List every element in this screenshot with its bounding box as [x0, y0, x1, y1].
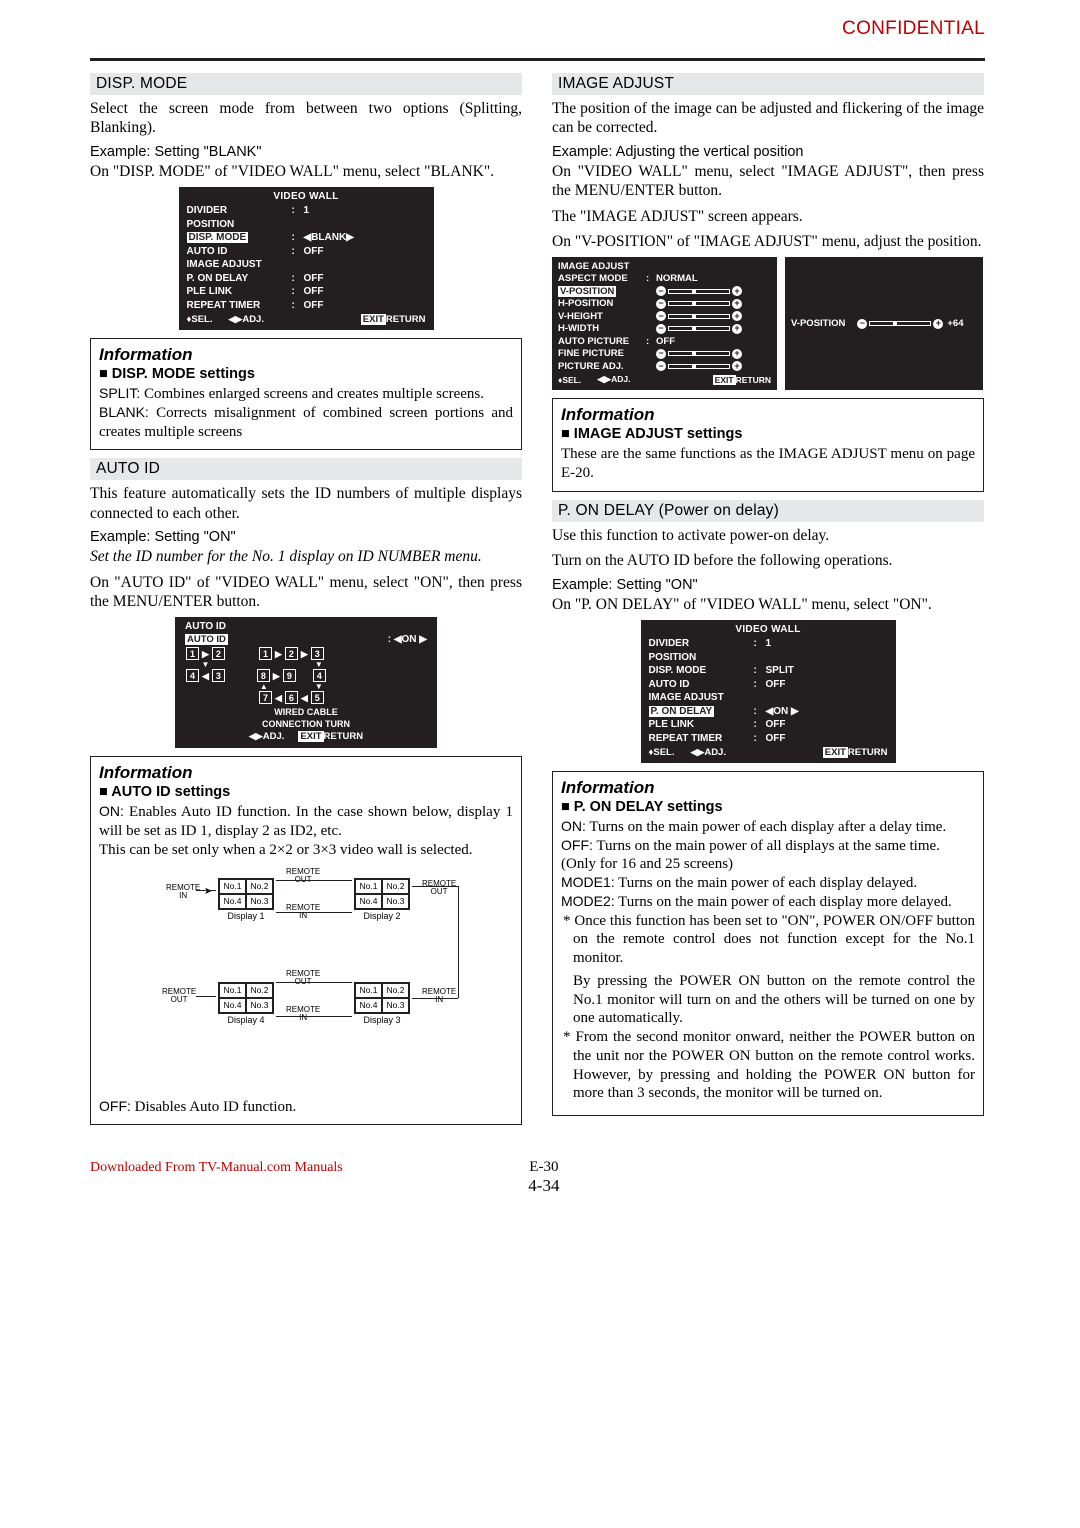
section-auto-id: AUTO ID: [90, 458, 522, 480]
section-disp-mode: DISP. MODE: [90, 73, 522, 95]
ia-body4: On "V-POSITION" of "IMAGE ADJUST" menu, …: [552, 232, 984, 251]
note1: * Once this function has been set to "ON…: [561, 912, 975, 968]
info-ia-text: These are the same functions as the IMAG…: [561, 445, 975, 483]
autoid-body2: On "AUTO ID" of "VIDEO WALL" menu, selec…: [90, 573, 522, 612]
ia-body3: The "IMAGE ADJUST" screen appears.: [552, 207, 984, 226]
page-numbers: E-30 4-34: [343, 1159, 745, 1196]
info-subtitle: DISP. MODE settings: [99, 366, 513, 382]
info-header: Information: [99, 763, 513, 783]
info-subtitle: P. ON DELAY settings: [561, 799, 975, 815]
disp-mode-example: Example: Setting "BLANK": [90, 144, 522, 160]
info-image-adjust: Information IMAGE ADJUST settings These …: [552, 398, 984, 492]
osd-sel: ♦SEL.: [187, 314, 213, 325]
osd-ia-title: IMAGE ADJUST: [558, 261, 771, 272]
ia-body1: The position of the image can be adjuste…: [552, 99, 984, 138]
info-subtitle: IMAGE ADJUST settings: [561, 426, 975, 442]
autoid-foot-adj: ◀▶ADJ.: [249, 731, 285, 742]
disp-mode-body2: On "DISP. MODE" of "VIDEO WALL" menu, se…: [90, 162, 522, 181]
info-disp-mode: Information DISP. MODE settings SPLIT: C…: [90, 338, 522, 450]
section-p-on-delay: P. ON DELAY (Power on delay): [552, 500, 984, 522]
osd-autoid-label: AUTO ID: [185, 634, 228, 645]
osd-video-wall-pon: VIDEO WALL DIVIDER:1POSITIONDISP. MODE:S…: [641, 620, 896, 763]
info-header: Information: [561, 405, 975, 425]
info-header: Information: [561, 778, 975, 798]
info-autoid-body2: This can be set only when a 2×2 or 3×3 v…: [99, 841, 513, 860]
info-header: Information: [99, 345, 513, 365]
top-rule: [90, 58, 985, 61]
confidential-label: CONFIDENTIAL: [842, 18, 985, 40]
wiring-diagram: No.1No.2No.4No.3 Display 1 REMOTEIN ➤ RE…: [126, 870, 486, 1090]
autoid-example: Example: Setting "ON": [90, 529, 522, 545]
pon-body2: Turn on the AUTO ID before the following…: [552, 551, 984, 570]
osd-autoid-val: ◀ON ▶: [394, 634, 427, 645]
info-only: (Only for 16 and 25 screens): [561, 855, 975, 874]
info-p-on-delay: Information P. ON DELAY settings ON: Tur…: [552, 771, 984, 1116]
info-subtitle: AUTO ID settings: [99, 784, 513, 800]
note2: * From the second monitor onward, neithe…: [561, 1028, 975, 1103]
osd-title: VIDEO WALL: [187, 191, 426, 202]
info-body: SPLIT: Combines enlarged screens and cre…: [99, 385, 513, 441]
info-autoid-off: OFF: Disables Auto ID function.: [99, 1098, 513, 1117]
ia-body2: On "VIDEO WALL" menu, select "IMAGE ADJU…: [552, 162, 984, 201]
osd-image-adjust-side: V-POSITION −+ +64: [785, 257, 983, 390]
note1b: By pressing the POWER ON button on the r…: [561, 972, 975, 1028]
osd-adj: ◀▶ADJ.: [228, 314, 264, 325]
autoid-body1: This feature automatically sets the ID n…: [90, 484, 522, 523]
pon-body3: On "P. ON DELAY" of "VIDEO WALL" menu, s…: [552, 595, 984, 614]
section-image-adjust: IMAGE ADJUST: [552, 73, 984, 95]
disp-mode-body1: Select the screen mode from between two …: [90, 99, 522, 138]
footer-download-link[interactable]: Downloaded From TV-Manual.com Manuals: [90, 1160, 343, 1176]
connection-turn-label: CONNECTION TURN: [185, 719, 427, 729]
osd-auto-id: AUTO ID AUTO ID : ◀ON ▶ 1▶2 ▼ 4◀3 1▶2▶3: [175, 617, 437, 748]
info-auto-id: Information AUTO ID settings ON: Enables…: [90, 756, 522, 1125]
ia-example: Example: Adjusting the vertical position: [552, 144, 984, 160]
autoid-italic: Set the ID number for the No. 1 display …: [90, 547, 522, 566]
osd-exit: EXITRETURN: [361, 314, 426, 325]
osd-video-wall-blank: VIDEO WALL DIVIDER:1POSITIONDISP. MODE: …: [179, 187, 434, 330]
wired-cable-label: WIRED CABLE: [185, 707, 427, 717]
pon-body1: Use this function to activate power-on d…: [552, 526, 984, 545]
osd-title: VIDEO WALL: [649, 624, 888, 635]
autoid-foot-exit: EXITRETURN: [298, 731, 363, 742]
osd-image-adjust: IMAGE ADJUST ASPECT MODE:NORMALV-POSITIO…: [552, 257, 777, 390]
pon-example: Example: Setting "ON": [552, 577, 984, 593]
osd-autoid-title: AUTO ID: [185, 621, 427, 632]
